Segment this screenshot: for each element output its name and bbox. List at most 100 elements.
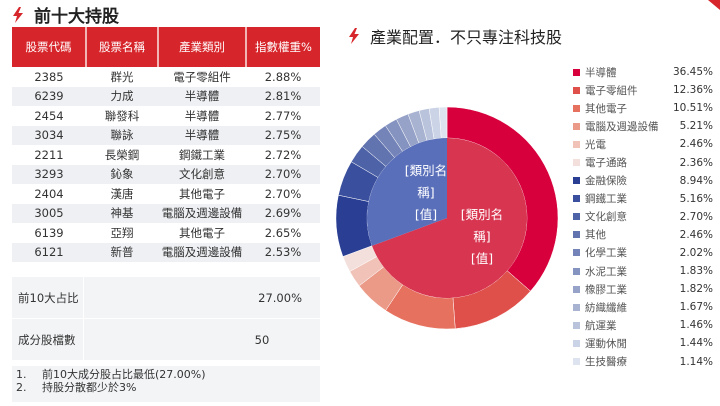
legend-label: 金融保險 bbox=[585, 175, 627, 188]
stock-name-cell: 新普 bbox=[86, 242, 158, 262]
count-value: 50 bbox=[254, 332, 270, 347]
outer-segment bbox=[446, 106, 559, 292]
legend-swatch-icon bbox=[573, 285, 580, 293]
legend-item: 鋼鐵工業 5.16% bbox=[573, 190, 713, 208]
stock-code-cell: 2385 bbox=[12, 67, 86, 87]
table-row: 3005 神基 電腦及週邊設備 2.69% bbox=[12, 203, 320, 223]
legend-label: 半導體 bbox=[585, 66, 617, 79]
weight-cell: 2.65% bbox=[246, 223, 320, 243]
legend-label: 水泥工業 bbox=[585, 265, 627, 278]
legend-item: 水泥工業 1.83% bbox=[573, 262, 713, 280]
table-row: 2404 漢唐 其他電子 2.70% bbox=[12, 184, 320, 204]
allocation-title-text: 產業配置．不只專注科技股 bbox=[370, 28, 563, 47]
stock-name-cell: 力成 bbox=[86, 86, 158, 106]
weight-cell: 2.88% bbox=[246, 67, 320, 87]
col-header-weight: 指數權重% bbox=[246, 27, 320, 67]
legend-swatch-icon bbox=[573, 339, 580, 347]
industry-cell: 電腦及週邊設備 bbox=[158, 242, 246, 262]
legend-swatch-icon bbox=[573, 140, 580, 148]
legend-value: 1.44% bbox=[679, 337, 713, 350]
legend-swatch-icon bbox=[573, 177, 580, 185]
legend-swatch-icon bbox=[573, 303, 580, 311]
legend-value: 5.21% bbox=[679, 120, 713, 133]
industry-cell: 其他電子 bbox=[158, 184, 246, 204]
top10-label: 前10大占比 bbox=[12, 277, 84, 318]
legend-label: 生技醫療 bbox=[585, 356, 627, 369]
legend-item: 光電 2.46% bbox=[573, 135, 713, 153]
table-row: 3293 鈊象 文化創意 2.70% bbox=[12, 164, 320, 184]
legend-swatch-icon bbox=[573, 358, 580, 366]
legend-value: 2.36% bbox=[679, 156, 713, 169]
notes-list: 1. 前10大成分股占比最低(27.00%) 2. 持股分散都少於3% bbox=[12, 366, 320, 402]
stock-name-cell: 長榮鋼 bbox=[86, 145, 158, 165]
legend-label: 橡膠工業 bbox=[585, 283, 627, 296]
count-label: 成分股檔數 bbox=[12, 319, 84, 360]
label-line: [類別名 bbox=[404, 163, 448, 178]
legend-swatch-icon bbox=[573, 267, 580, 275]
allocation-title: 產業配置．不只專注科技股 bbox=[348, 24, 562, 48]
holdings-table: 股票代碼 股票名稱 產業類別 指數權重% 2385 群光 電子零組件 2.88% 623… bbox=[12, 27, 320, 262]
stock-name-cell: 亞翔 bbox=[86, 223, 158, 243]
table-row: 6121 新普 電腦及週邊設備 2.53% bbox=[12, 242, 320, 262]
legend-value: 1.67% bbox=[679, 301, 713, 314]
legend-value: 1.14% bbox=[679, 355, 713, 368]
inner-label-blue: [類別名 稱] [值] bbox=[390, 160, 462, 226]
lightning-bolt-icon bbox=[13, 6, 23, 23]
legend-item: 電腦及週邊設備 5.21% bbox=[573, 117, 713, 135]
legend-item: 電子通路 2.36% bbox=[573, 153, 713, 171]
legend-value: 36.45% bbox=[672, 66, 713, 79]
industry-cell: 其他電子 bbox=[158, 223, 246, 243]
stock-code-cell: 3034 bbox=[12, 125, 86, 145]
table-row: 6139 亞翔 其他電子 2.65% bbox=[12, 223, 320, 243]
sunburst-svg bbox=[335, 106, 559, 330]
industry-cell: 電腦及週邊設備 bbox=[158, 203, 246, 223]
outer-segment bbox=[335, 194, 373, 257]
holdings-title-text: 前十大持股 bbox=[34, 7, 119, 27]
stock-name-cell: 群光 bbox=[86, 67, 158, 87]
industry-cell: 半導體 bbox=[158, 86, 246, 106]
table-header-row: 股票代碼 股票名稱 產業類別 指數權重% bbox=[12, 27, 320, 67]
stock-code-cell: 6139 bbox=[12, 223, 86, 243]
legend-label: 其他 bbox=[585, 229, 606, 242]
weight-cell: 2.77% bbox=[246, 106, 320, 126]
top10-value: 27.00% bbox=[258, 290, 302, 305]
legend-item: 金融保險 8.94% bbox=[573, 172, 713, 190]
legend-item: 航運業 1.46% bbox=[573, 316, 713, 334]
industry-cell: 半導體 bbox=[158, 125, 246, 145]
stock-name-cell: 鈊象 bbox=[86, 164, 158, 184]
label-line: [值] bbox=[414, 207, 438, 222]
note-item: 1. 前10大成分股占比最低(27.00%) bbox=[16, 368, 316, 381]
legend-value: 1.82% bbox=[679, 283, 713, 296]
weight-cell: 2.81% bbox=[246, 86, 320, 106]
legend-item: 文化創意 2.70% bbox=[573, 208, 713, 226]
stock-code-cell: 2404 bbox=[12, 184, 86, 204]
industry-cell: 文化創意 bbox=[158, 164, 246, 184]
inner-segment bbox=[371, 138, 527, 298]
legend-label: 化學工業 bbox=[585, 247, 627, 260]
label-line: 稱] bbox=[417, 185, 435, 200]
legend-item: 其他電子 10.51% bbox=[573, 99, 713, 117]
legend-value: 2.46% bbox=[679, 138, 713, 151]
legend-swatch-icon bbox=[573, 159, 580, 167]
lightning-bolt-icon bbox=[349, 28, 359, 44]
note-text: 前10大成分股占比最低(27.00%) bbox=[42, 368, 206, 381]
legend-item: 生技醫療 1.14% bbox=[573, 353, 713, 371]
count-row: 成分股檔數 50 bbox=[12, 319, 320, 361]
label-line: 稱] bbox=[473, 229, 491, 244]
table-row: 2454 聯發科 半導體 2.77% bbox=[12, 106, 320, 126]
legend-swatch-icon bbox=[573, 68, 580, 76]
legend-swatch-icon bbox=[573, 321, 580, 329]
legend-label: 電子通路 bbox=[585, 157, 627, 170]
legend-item: 紡織纖維 1.67% bbox=[573, 298, 713, 316]
legend-item: 運動休閒 1.44% bbox=[573, 334, 713, 352]
note-item: 2. 持股分散都少於3% bbox=[16, 381, 316, 394]
legend-value: 12.36% bbox=[672, 84, 713, 97]
weight-cell: 2.70% bbox=[246, 184, 320, 204]
industry-cell: 鋼鐵工業 bbox=[158, 145, 246, 165]
legend-swatch-icon bbox=[573, 122, 580, 130]
legend-item: 電子零組件 12.36% bbox=[573, 81, 713, 99]
legend-swatch-icon bbox=[573, 86, 580, 94]
stock-name-cell: 聯發科 bbox=[86, 106, 158, 126]
legend-item: 化學工業 2.02% bbox=[573, 244, 713, 262]
stock-code-cell: 6239 bbox=[12, 86, 86, 106]
